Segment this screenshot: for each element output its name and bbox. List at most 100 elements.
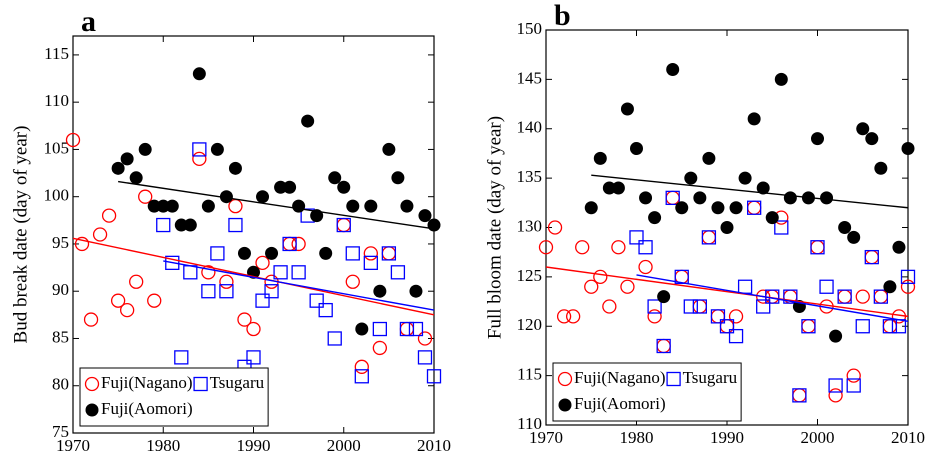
point [783, 289, 798, 304]
point [747, 200, 762, 215]
point [111, 161, 125, 175]
point [820, 191, 834, 205]
y-tick-label: 120 [517, 315, 543, 334]
point [647, 309, 662, 324]
point [900, 279, 916, 294]
trend-line [72, 237, 435, 316]
point [873, 289, 888, 304]
point [701, 230, 717, 245]
point [273, 265, 288, 280]
point [246, 350, 261, 365]
y-axis-label: Full bloom date (day of year) [484, 116, 505, 339]
point [390, 265, 406, 280]
point [237, 246, 251, 260]
point [381, 246, 397, 261]
point [110, 293, 126, 308]
point [566, 309, 581, 324]
point [364, 199, 378, 213]
point [120, 302, 135, 318]
point [291, 265, 306, 280]
point [417, 331, 433, 346]
point [838, 221, 852, 234]
point [692, 299, 707, 314]
point [901, 142, 915, 155]
point [556, 309, 572, 324]
point [810, 240, 825, 255]
point [165, 199, 179, 213]
point [354, 369, 369, 384]
legend-marker [557, 371, 573, 387]
point [756, 289, 771, 304]
y-tick-label: 110 [44, 91, 69, 110]
point [228, 217, 243, 233]
point [811, 132, 824, 146]
point [274, 180, 288, 194]
point [665, 190, 680, 206]
point [129, 274, 144, 289]
legend-box [552, 362, 742, 422]
point [210, 246, 225, 261]
y-tick-label: 140 [517, 118, 543, 137]
y-tick-label: 90 [52, 280, 69, 299]
point [192, 151, 207, 167]
point [593, 151, 607, 165]
point [837, 289, 852, 304]
x-tick-label: 2010 [417, 436, 451, 455]
point [847, 230, 861, 244]
point [883, 280, 897, 294]
point [372, 321, 388, 337]
point [74, 236, 90, 252]
point [400, 199, 414, 213]
point [363, 255, 378, 271]
legend-label: Fuji(Nagano) [101, 373, 193, 392]
point [828, 388, 843, 403]
y-tick-label: 80 [52, 375, 69, 394]
point [846, 378, 861, 393]
point [711, 201, 725, 215]
point [656, 338, 671, 354]
y-tick-label: 115 [44, 44, 69, 63]
y-tick-label: 85 [52, 327, 69, 346]
point [381, 246, 397, 261]
legend-label: Tsugaru [683, 368, 738, 387]
point [756, 299, 771, 314]
point [864, 249, 879, 265]
point [426, 369, 442, 384]
point [147, 293, 162, 308]
point [665, 190, 680, 206]
point [228, 161, 242, 175]
point [373, 284, 387, 298]
point [237, 312, 252, 327]
point [219, 284, 234, 299]
point [747, 200, 762, 215]
y-tick-label: 145 [517, 68, 543, 87]
point [593, 269, 608, 285]
point [620, 279, 635, 294]
point [829, 329, 843, 343]
point [147, 199, 161, 213]
point [256, 190, 270, 204]
point [355, 322, 369, 336]
x-tick-label: 1980 [146, 436, 180, 455]
point [630, 142, 643, 155]
point [657, 290, 671, 304]
point [538, 240, 554, 255]
point [602, 181, 616, 195]
point [201, 284, 216, 299]
point [792, 388, 807, 403]
point [101, 208, 117, 223]
point [837, 289, 852, 304]
point [692, 299, 707, 314]
point [765, 211, 779, 225]
point [354, 359, 369, 374]
point [648, 211, 662, 225]
point [120, 152, 134, 166]
x-tick-label: 1980 [620, 428, 654, 447]
point [620, 102, 634, 116]
point [774, 220, 789, 235]
point [747, 112, 761, 126]
legend-marker [193, 376, 208, 392]
point [720, 221, 734, 234]
legend-label: Fuji(Aomori) [101, 399, 193, 418]
point [810, 240, 825, 255]
